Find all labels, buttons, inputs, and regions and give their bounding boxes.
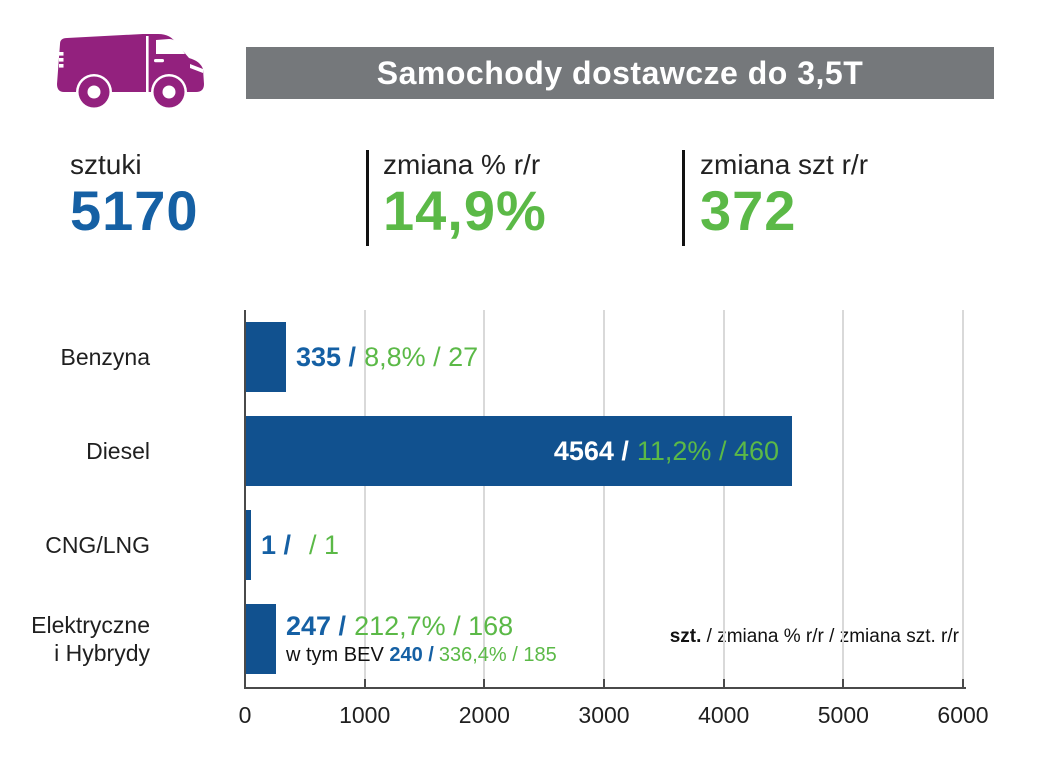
stat-change-percent: zmiana % r/r 14,9% <box>383 148 547 240</box>
x-axis-label: 5000 <box>817 702 869 728</box>
axis-tick <box>244 679 246 688</box>
gridline <box>363 310 366 688</box>
bar-elektryczne-hybrydy <box>246 604 276 674</box>
fuel-type-bar-chart: szt. / zmiana % r/r / zmiana szt. r/r 0 1… <box>0 295 1043 755</box>
sub-value-change: 336,4% / 185 <box>438 643 557 666</box>
value-units: 247 / <box>286 610 347 641</box>
x-axis-line <box>244 687 966 689</box>
gridline <box>842 310 845 688</box>
value-label-benzyna: 335 /8,8% / 27 <box>296 322 478 392</box>
sub-prefix: w tym BEV <box>286 643 390 666</box>
x-axis-label: 1000 <box>339 702 391 728</box>
stat-value: 5170 <box>70 179 199 242</box>
van-icon <box>57 34 204 108</box>
value-change: 11,2% / 460 <box>636 435 779 466</box>
chart-legend: szt. / zmiana % r/r / zmiana szt. r/r <box>670 626 959 648</box>
axis-tick <box>483 679 486 688</box>
stat-label: sztuki <box>70 149 142 180</box>
axis-tick <box>363 679 366 688</box>
x-axis-label: 0 <box>238 702 252 728</box>
value-label-cng-lng: 1 / / 1 <box>261 510 339 580</box>
legend-bold: szt. <box>669 626 702 647</box>
stat-divider <box>682 150 685 246</box>
bar-benzyna <box>246 322 286 392</box>
value-change: 212,7% / 168 <box>354 610 514 641</box>
axis-tick <box>603 679 605 688</box>
value-change: / 1 <box>309 529 340 560</box>
x-axis-label: 3000 <box>578 702 630 728</box>
category-label-diesel: Diesel <box>86 438 150 464</box>
stat-change-units: zmiana szt r/r 372 <box>700 148 868 240</box>
title-bar: Samochody dostawcze do 3,5T <box>246 47 994 99</box>
gridline <box>722 310 725 688</box>
stat-label: zmiana szt r/r <box>700 149 869 180</box>
page-title: Samochody dostawcze do 3,5T <box>376 54 864 91</box>
category-label-elektryczne-hybrydy: Elektryczne i Hybrydy <box>31 612 150 666</box>
bar-cng-lng <box>246 510 251 580</box>
legend-rest: / zmiana % r/r / zmiana szt. r/r <box>701 626 959 647</box>
stat-total-units: sztuki 5170 <box>70 148 199 240</box>
y-axis-line <box>244 310 246 688</box>
x-axis-label: 2000 <box>458 702 510 728</box>
gridline <box>603 310 605 688</box>
x-axis-label: 4000 <box>698 702 750 728</box>
stat-value: 14,9% <box>383 179 547 242</box>
value-change: 8,8% / 27 <box>364 341 479 372</box>
value-label-elektryczne-hybrydy: 247 /212,7% / 168 w tym BEV 240 /336,4% /… <box>286 604 557 674</box>
value-label-diesel: 4564 /11,2% / 460 <box>554 416 779 486</box>
axis-tick <box>842 679 845 688</box>
bar-diesel <box>246 416 792 486</box>
axis-tick <box>722 679 725 688</box>
chart-plot-area: szt. / zmiana % r/r / zmiana szt. r/r 0 1… <box>31 310 989 728</box>
value-units: 1 / <box>261 529 292 560</box>
category-label-benzyna: Benzyna <box>60 344 150 370</box>
stat-divider <box>366 150 369 246</box>
sub-value-units: 240 / <box>389 643 434 666</box>
gridline <box>483 310 486 688</box>
value-units: 335 / <box>296 341 357 372</box>
category-label-cng-lng: CNG/LNG <box>45 532 150 558</box>
stat-value: 372 <box>700 179 797 242</box>
x-axis-label: 6000 <box>937 702 989 728</box>
value-units: 4564 / <box>553 435 629 466</box>
summary-stats: sztuki 5170 zmiana % r/r 14,9% zmiana sz… <box>0 148 1043 248</box>
axis-tick <box>962 679 964 688</box>
stat-label: zmiana % r/r <box>383 149 541 180</box>
gridline <box>962 310 964 688</box>
